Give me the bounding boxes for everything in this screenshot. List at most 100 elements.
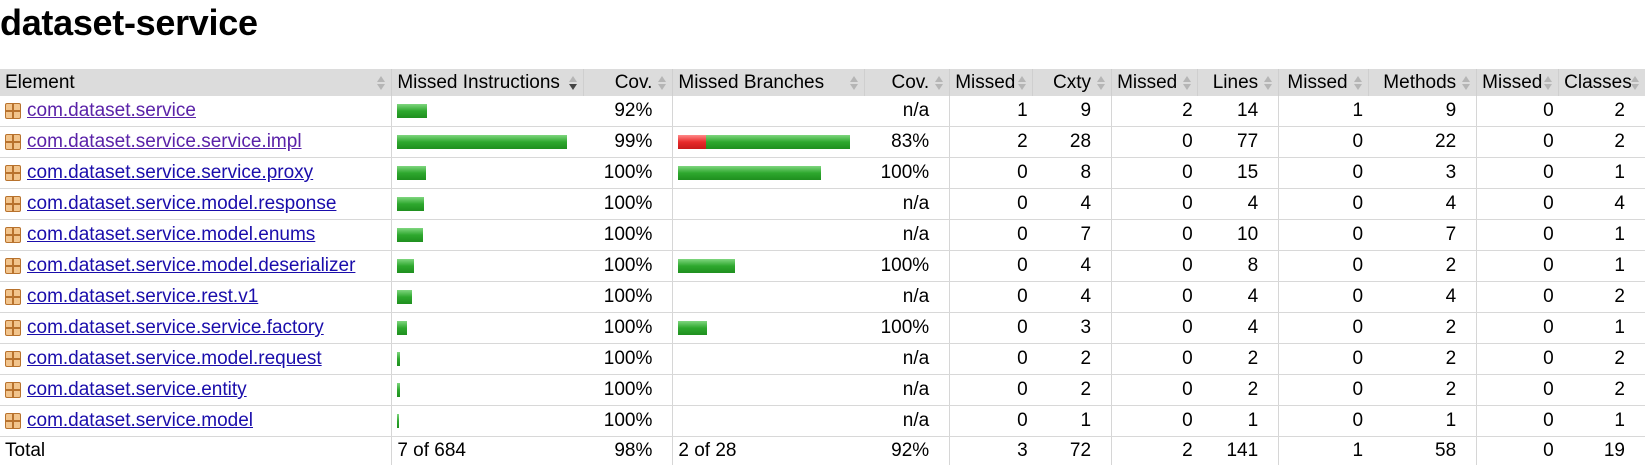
covered-bar-segment [397,321,408,335]
element-cell: com.dataset.service.entity [0,374,392,406]
element-cell: com.dataset.service.service.factory [0,312,392,344]
sort-arrows-icon [1353,76,1363,90]
covered-bar-segment [397,383,401,397]
header-missed-classes[interactable]: Missed [1476,69,1559,96]
complexity: 2 [1032,343,1112,375]
classes: 2 [1558,126,1645,158]
lines: 10 [1197,219,1279,251]
complexity: 4 [1032,281,1112,313]
methods: 2 [1368,312,1477,344]
total-classes: 19 [1603,440,1625,461]
covered-bar-segment [397,414,400,428]
header-lines[interactable]: Lines [1197,69,1279,96]
missed-classes: 0 [1476,312,1559,344]
instructions-coverage: 100% [583,343,673,375]
header-missed-methods[interactable]: Missed [1278,69,1369,96]
package-link[interactable]: com.dataset.service.model.response [27,193,337,214]
covered-bar-segment [706,135,851,149]
instructions-bar-cell [391,250,584,282]
instructions-coverage: 100% [583,188,673,220]
instructions-coverage: 100% [583,312,673,344]
missed-complexity: 0 [949,250,1033,282]
header-classes[interactable]: Classes [1558,69,1645,96]
instructions-coverage: 100% [583,250,673,282]
branches-coverage: n/a [864,188,950,220]
branches-coverage: n/a [864,281,950,313]
header-missed-lines[interactable]: Missed [1111,69,1198,96]
methods: 7 [1368,219,1477,251]
table-row: com.dataset.service.model.deserializer 10… [0,250,1645,282]
missed-lines: 0 [1111,343,1198,375]
sort-arrows-icon [568,76,578,90]
total-missed-methods: 1 [1278,436,1369,465]
lines: 4 [1197,188,1279,220]
instructions-coverage: 100% [583,281,673,313]
header-complexity[interactable]: Cxty [1032,69,1112,96]
complexity: 3 [1032,312,1112,344]
instructions-bar-cell [391,405,584,437]
missed-complexity: 0 [949,374,1033,406]
branches-coverage: 100% [864,157,950,189]
branches-coverage-bar [678,259,859,273]
package-icon [5,289,21,305]
missed-lines: 0 [1111,374,1198,406]
methods: 2 [1368,343,1477,375]
header-missed-instructions[interactable]: Missed Instructions [391,69,584,96]
missed-classes: 0 [1476,374,1559,406]
methods: 3 [1368,157,1477,189]
classes: 1 [1558,219,1645,251]
total-missed-complexity: 3 [949,436,1033,465]
sort-arrows-icon [377,76,386,90]
package-icon [5,165,21,181]
package-link[interactable]: com.dataset.service.service.impl [27,131,302,152]
total-lines: 141 [1226,440,1259,461]
header-instructions-coverage[interactable]: Cov. [582,69,673,96]
instructions-coverage: 100% [583,374,673,406]
package-link[interactable]: com.dataset.service.model [27,410,253,431]
package-link[interactable]: com.dataset.service.service.factory [27,317,324,338]
missed-methods: 0 [1278,157,1369,189]
complexity: 4 [1032,188,1112,220]
covered-bar-segment [397,352,401,366]
missed-classes: 0 [1476,281,1559,313]
header-methods[interactable]: Methods [1367,69,1477,96]
header-branches-coverage[interactable]: Cov. [864,69,950,96]
instructions-bar-cell [391,96,584,127]
package-link[interactable]: com.dataset.service [27,100,196,121]
complexity: 8 [1032,157,1112,189]
package-link[interactable]: com.dataset.service.model.enums [27,224,316,245]
covered-bar-segment [397,290,413,304]
header-missed-complexity[interactable]: Missed [949,69,1033,96]
sort-arrows-icon [1462,76,1471,90]
methods: 4 [1368,188,1477,220]
branches-coverage: n/a [864,405,950,437]
missed-lines: 0 [1111,157,1198,189]
missed-complexity: 0 [949,157,1033,189]
package-link[interactable]: com.dataset.service.model.request [27,348,322,369]
covered-bar-segment [397,228,424,242]
package-link[interactable]: com.dataset.service.model.deserializer [27,255,356,276]
table-row: com.dataset.service.rest.v1 100% n/a 0 4 0 4 0 4… [0,281,1645,313]
sort-arrows-icon [1631,76,1640,90]
element-cell: com.dataset.service.model.request [0,343,392,375]
classes: 4 [1558,188,1645,220]
sort-arrows-icon [935,76,944,90]
missed-methods: 0 [1278,219,1369,251]
covered-bar-segment [397,104,428,118]
total-branches-coverage: 92% [891,440,930,461]
table-row: com.dataset.service.service.factory 100% 1… [0,312,1645,344]
branches-bar-cell [672,374,865,406]
complexity: 7 [1032,219,1112,251]
header-missed-branches[interactable]: Missed Branches [672,69,865,96]
header-element[interactable]: Element [0,69,392,96]
lines: 77 [1197,126,1279,158]
package-link[interactable]: com.dataset.service.rest.v1 [27,286,259,307]
branches-bar-cell [672,126,865,158]
package-icon [5,196,21,212]
package-icon [5,227,21,243]
package-icon [5,134,21,150]
package-link[interactable]: com.dataset.service.service.proxy [27,162,314,183]
missed-complexity: 1 [949,96,1033,127]
package-link[interactable]: com.dataset.service.entity [27,379,247,400]
sort-arrows-icon [1018,76,1027,90]
